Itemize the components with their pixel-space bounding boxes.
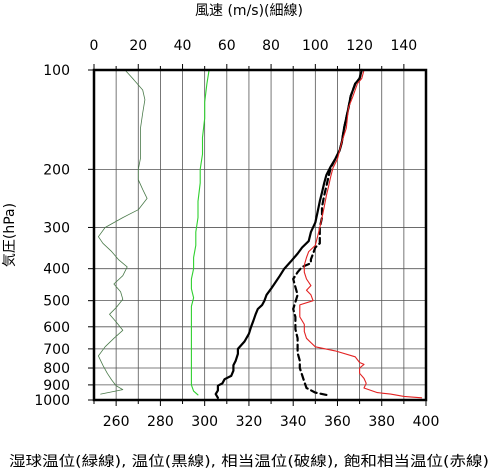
pressure-tick-label-900: 900 [43, 378, 70, 394]
pressure-tick-label-1000: 1000 [34, 393, 70, 409]
plot-frame [92, 68, 428, 402]
bottom-tick-label-300: 300 [191, 414, 218, 430]
pressure-tick-label-300: 300 [43, 220, 70, 236]
top-tick-label-80: 80 [262, 38, 280, 54]
pressure-tick-label-200: 200 [43, 162, 70, 178]
bottom-tick-label-380: 380 [368, 414, 395, 430]
pressure-tick-label-100: 100 [43, 63, 70, 79]
pressure-tick-label-800: 800 [43, 361, 70, 377]
pressure-tick-label-500: 500 [43, 294, 70, 310]
series-line-1 [190, 69, 210, 396]
top-axis-label: 風速 (m/s)(細線) [195, 3, 303, 19]
grid-lines [93, 69, 427, 401]
series-lines [98, 68, 423, 399]
bottom-tick-label-340: 340 [280, 414, 307, 430]
axis-ticks: 0 20 40 60 80 100 120 140 260 280 300 320 340 360 380 4… [34, 38, 439, 430]
top-tick-label-40: 40 [174, 38, 192, 54]
bottom-tick-label-320: 320 [236, 414, 263, 430]
top-tick-label-0: 0 [90, 38, 99, 54]
bottom-axis-label: 湿球温位(緑線), 温位(黒線), 相当温位(破線), 飽和相当温位(赤線) [9, 453, 489, 470]
series-line-3 [292, 68, 363, 396]
series-line-4 [299, 69, 423, 399]
pressure-tick-label-600: 600 [43, 320, 70, 336]
left-axis-label: 気圧(hPa) [2, 203, 18, 267]
pressure-tick-label-700: 700 [43, 342, 70, 358]
pressure-tick-label-400: 400 [43, 262, 70, 278]
bottom-tick-label-400: 400 [413, 414, 440, 430]
top-tick-label-60: 60 [218, 38, 236, 54]
bottom-tick-label-360: 360 [324, 414, 351, 430]
top-tick-label-100: 100 [302, 38, 329, 54]
top-tick-label-140: 140 [390, 38, 417, 54]
bottom-tick-label-260: 260 [103, 414, 130, 430]
top-tick-label-20: 20 [129, 38, 147, 54]
series-line-0 [98, 69, 148, 395]
top-tick-label-120: 120 [346, 38, 373, 54]
bottom-tick-label-280: 280 [147, 414, 174, 430]
